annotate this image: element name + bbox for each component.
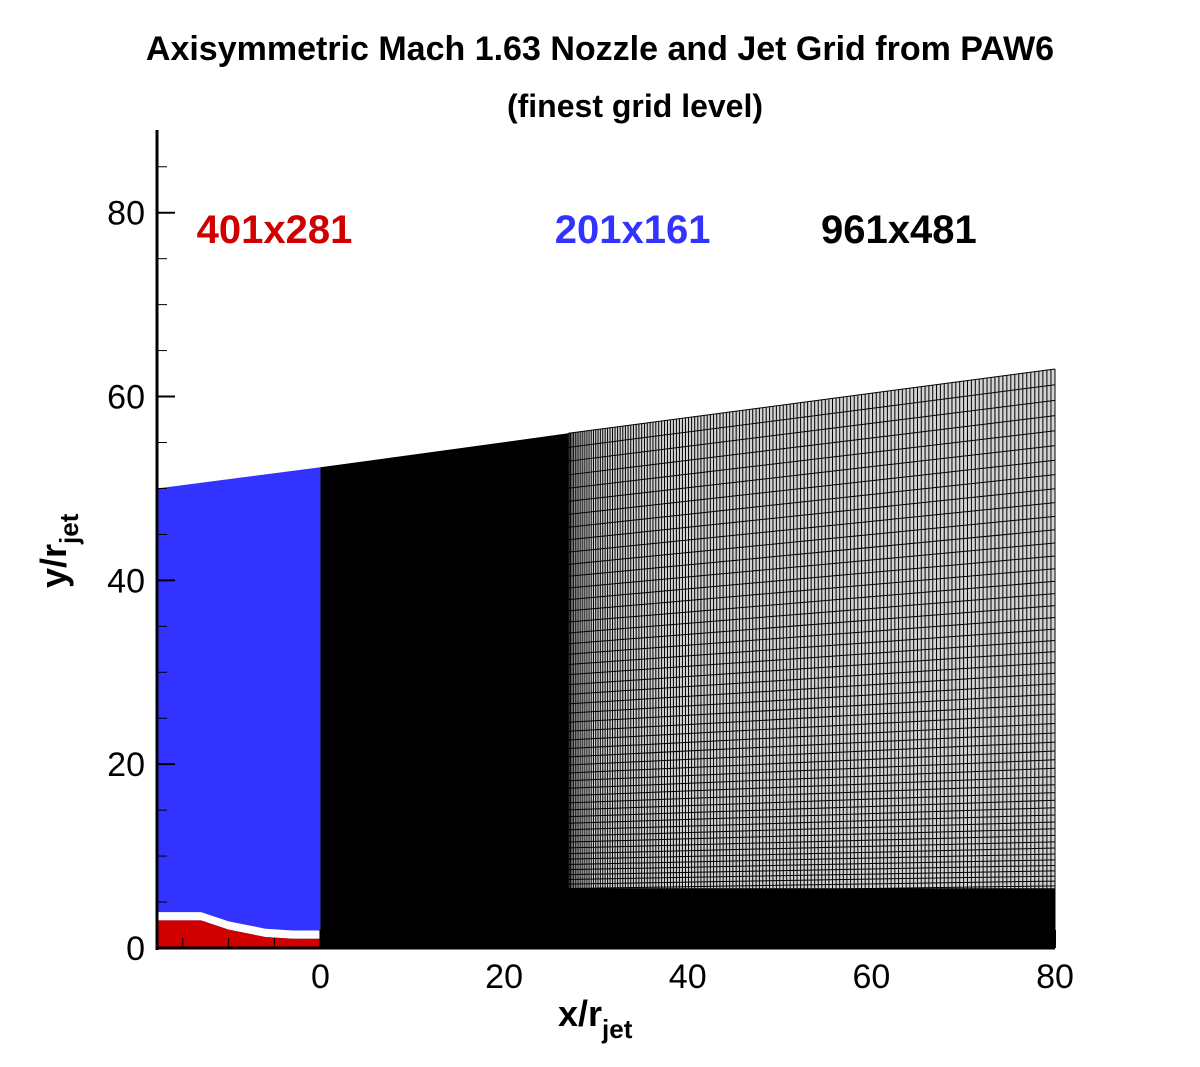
mesh-line-horizontal bbox=[568, 683, 1056, 714]
chart-subtitle: (finest grid level) bbox=[506, 88, 764, 124]
mesh-line-horizontal bbox=[568, 828, 1056, 843]
mesh-line-horizontal bbox=[568, 750, 1056, 774]
mesh-line-horizontal bbox=[568, 703, 1056, 732]
mesh-line-horizontal bbox=[568, 474, 1056, 528]
mesh-line-horizontal bbox=[568, 368, 1056, 434]
mesh-line-horizontal bbox=[568, 459, 1056, 515]
y-tick-label: 20 bbox=[107, 746, 145, 784]
mesh-line-horizontal bbox=[568, 488, 1056, 541]
nozzle-wall-gap bbox=[157, 912, 321, 939]
y-tick-label: 80 bbox=[107, 195, 145, 233]
mesh-line-horizontal bbox=[568, 776, 1056, 797]
mesh-line-horizontal bbox=[568, 880, 1056, 890]
mesh-line-horizontal bbox=[568, 847, 1056, 860]
mesh-line-horizontal bbox=[568, 814, 1056, 831]
mesh-line-horizontal bbox=[568, 651, 1056, 686]
x-axis-label: x/rjet bbox=[558, 993, 633, 1044]
grid-size-label: 961x481 bbox=[821, 208, 977, 252]
mesh-line-horizontal bbox=[568, 515, 1056, 565]
mesh-line-horizontal bbox=[568, 732, 1056, 758]
mesh-line-horizontal bbox=[568, 859, 1056, 871]
x-tick-label: 0 bbox=[311, 958, 330, 996]
mesh-line-horizontal bbox=[568, 693, 1056, 723]
mesh-line-horizontal bbox=[568, 555, 1056, 601]
mesh-line-horizontal bbox=[568, 502, 1056, 553]
mesh-dense-bottom bbox=[568, 888, 1055, 948]
mesh-line-horizontal bbox=[568, 384, 1056, 448]
mesh-line-horizontal bbox=[568, 807, 1056, 824]
region-961x481-dense bbox=[320, 433, 569, 949]
y-tick-label: 60 bbox=[107, 379, 145, 417]
mesh-line-horizontal bbox=[568, 415, 1056, 476]
mesh-line-horizontal bbox=[568, 445, 1056, 502]
mesh-line-horizontal bbox=[568, 792, 1056, 811]
mesh-line-horizontal bbox=[568, 529, 1056, 577]
mesh-line-horizontal bbox=[568, 723, 1056, 749]
mesh-line-horizontal bbox=[568, 784, 1056, 804]
mesh-line-horizontal bbox=[568, 640, 1056, 676]
mesh-line-horizontal bbox=[568, 542, 1056, 589]
mesh-line-horizontal bbox=[568, 605, 1056, 645]
x-tick-label: 80 bbox=[1036, 958, 1074, 996]
mesh-line-horizontal bbox=[568, 399, 1056, 462]
mesh-line-horizontal bbox=[568, 821, 1056, 837]
x-tick-label: 40 bbox=[669, 958, 707, 996]
mesh-line-horizontal bbox=[568, 875, 1056, 885]
mesh-line-horizontal bbox=[568, 672, 1056, 705]
mesh-line-horizontal bbox=[568, 628, 1056, 666]
y-tick-label: 40 bbox=[107, 562, 145, 600]
grid-size-label: 201x161 bbox=[555, 208, 711, 252]
x-tick-label: 20 bbox=[485, 958, 523, 996]
region-401x281 bbox=[157, 920, 321, 948]
mesh-line-horizontal bbox=[568, 593, 1056, 634]
chart-title: Axisymmetric Mach 1.63 Nozzle and Jet Gr… bbox=[145, 30, 1055, 68]
y-axis-label: y/rjet bbox=[33, 513, 84, 588]
grid-size-label: 401x281 bbox=[197, 208, 353, 252]
mesh-line-horizontal bbox=[568, 713, 1056, 741]
mesh-line-horizontal bbox=[568, 864, 1056, 876]
mesh-line-horizontal bbox=[568, 662, 1056, 695]
mesh-line-horizontal bbox=[568, 853, 1056, 865]
grid-regions bbox=[157, 368, 1056, 949]
mesh-line-horizontal bbox=[568, 741, 1056, 766]
mesh-line-horizontal bbox=[568, 568, 1056, 612]
axes: 0 20 40 60 80 0 20 40 60 80 bbox=[107, 130, 1074, 996]
mesh-line-horizontal bbox=[568, 767, 1056, 789]
mesh-line-horizontal bbox=[568, 841, 1056, 855]
mesh-line-horizontal bbox=[568, 617, 1056, 655]
x-tick-label: 60 bbox=[852, 958, 890, 996]
mesh-line-horizontal bbox=[568, 870, 1056, 880]
mesh-line-horizontal bbox=[568, 430, 1056, 489]
mesh-line-horizontal bbox=[568, 580, 1056, 623]
region-201x161 bbox=[157, 467, 321, 948]
y-tick-label: 0 bbox=[126, 930, 145, 968]
mesh-line-horizontal bbox=[568, 759, 1056, 782]
mesh-line-horizontal bbox=[568, 799, 1056, 818]
mesh-line-horizontal bbox=[568, 834, 1056, 849]
